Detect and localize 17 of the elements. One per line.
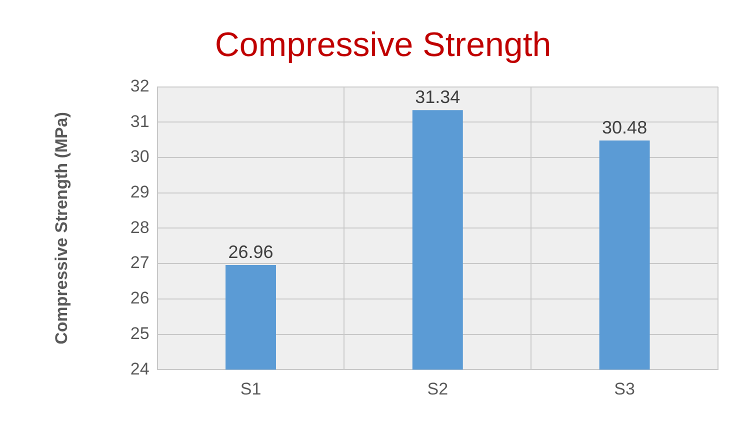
- y-tick-label: 31: [130, 112, 150, 131]
- y-tick-label: 24: [130, 359, 150, 378]
- y-tick-label: 26: [130, 288, 150, 308]
- x-tick-label: S1: [240, 379, 262, 398]
- data-label: 30.48: [602, 118, 648, 138]
- x-tick-label: S3: [614, 379, 635, 398]
- y-axis-title: Compressive Strength (MPa): [52, 112, 71, 344]
- y-tick-label: 28: [130, 218, 150, 237]
- data-label: 26.96: [228, 242, 274, 262]
- chart-title: Compressive Strength: [214, 26, 552, 64]
- y-tick-label: 25: [130, 324, 150, 343]
- y-tick-label: 29: [130, 182, 150, 202]
- data-label: 31.34: [415, 87, 460, 108]
- y-tick-label: 30: [130, 147, 150, 166]
- y-tick-label: 27: [130, 253, 150, 272]
- x-tick-label: S2: [427, 379, 448, 398]
- y-tick-label: 32: [130, 76, 150, 96]
